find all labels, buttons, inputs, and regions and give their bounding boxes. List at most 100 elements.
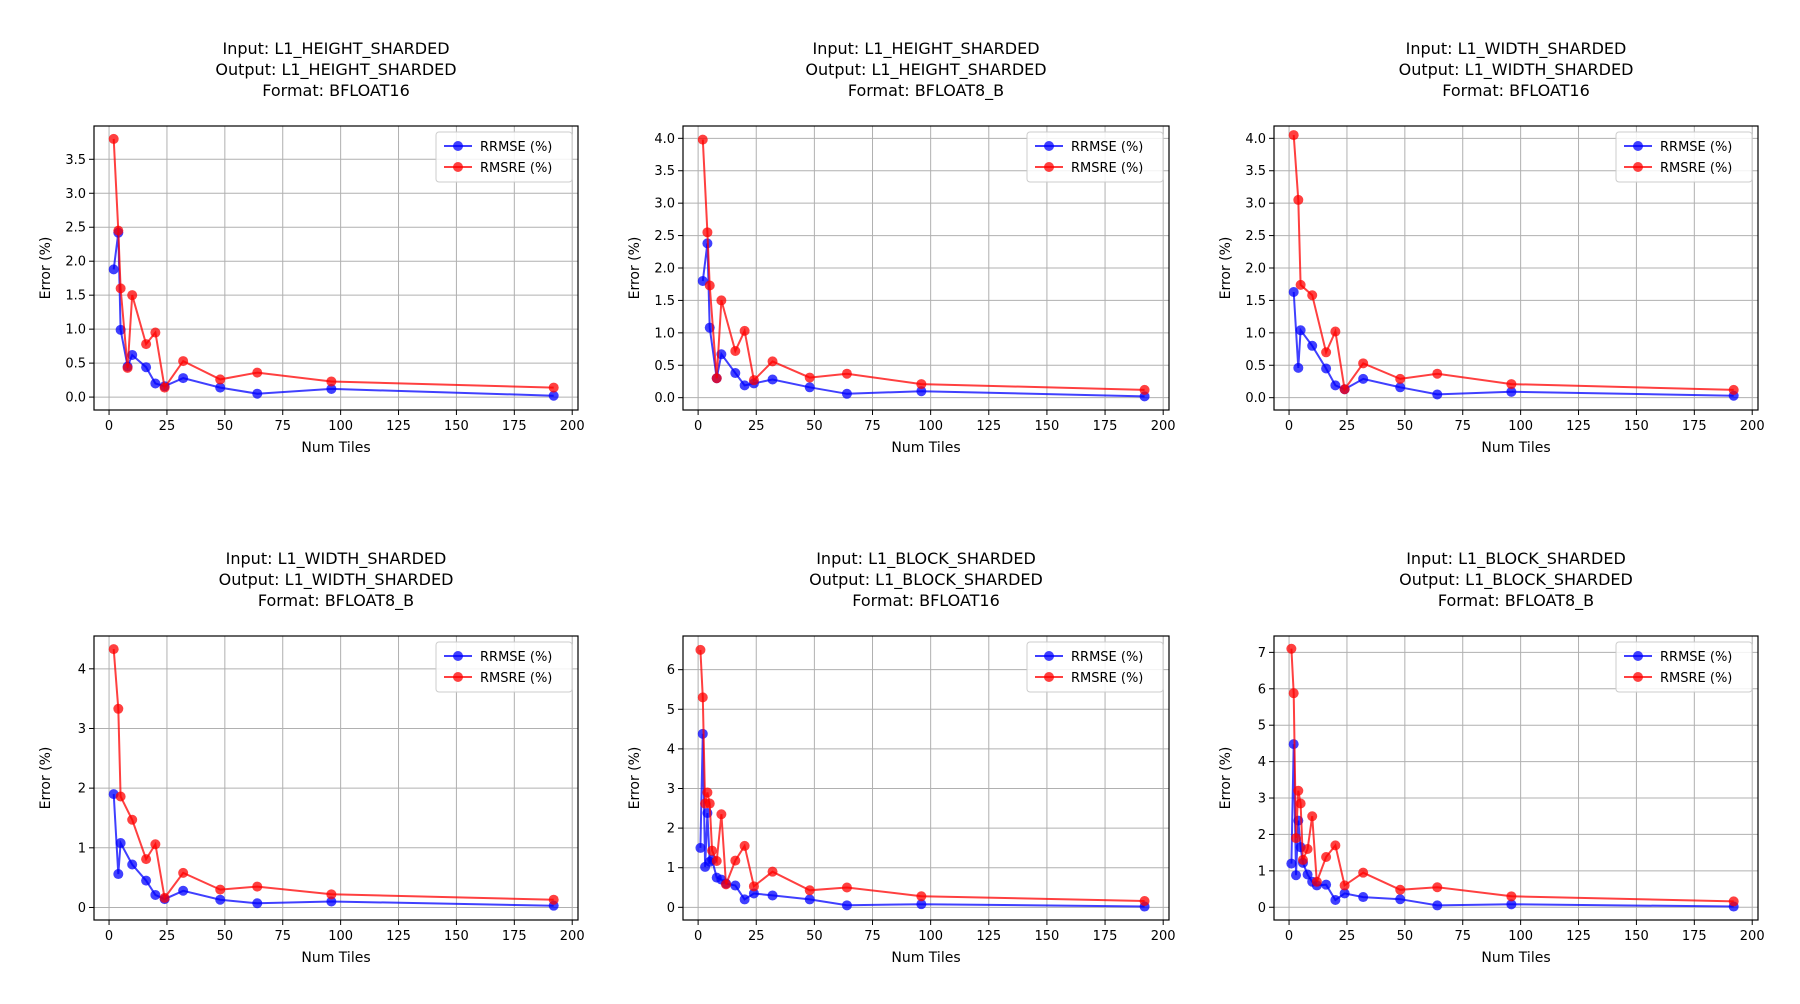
- y-tick-label: 2.0: [1245, 262, 1266, 277]
- data-point-rmsre: [841, 882, 852, 893]
- data-point-rrmse: [141, 875, 152, 886]
- legend-marker: [453, 141, 463, 151]
- y-tick-label: 0.5: [654, 359, 675, 374]
- data-point-rmsre: [141, 339, 152, 350]
- data-point-rmsre: [697, 692, 708, 703]
- data-point-rrmse: [804, 382, 815, 393]
- x-tick-label: 150: [1624, 419, 1649, 434]
- chart-title-line: Format: BFLOAT16: [262, 81, 410, 100]
- data-point-rmsre: [748, 881, 759, 892]
- x-axis-label: Num Tiles: [301, 440, 370, 456]
- y-tick-label: 3.5: [1245, 164, 1266, 179]
- legend-marker: [453, 651, 463, 661]
- legend: RRMSE (%) RMSRE (%): [1615, 641, 1753, 693]
- y-tick-label: 2: [667, 822, 675, 837]
- data-point-rmsre: [1358, 867, 1369, 878]
- chart-title-line: Format: BFLOAT8_B: [1438, 591, 1594, 611]
- x-axis-label: Num Tiles: [891, 440, 960, 456]
- y-tick-label: 3.0: [65, 187, 86, 202]
- data-point-rmsre: [159, 382, 170, 393]
- data-point-rrmse: [1286, 858, 1297, 869]
- x-tick-label: 0: [105, 419, 113, 434]
- x-tick-label: 25: [159, 419, 176, 434]
- data-point-rrmse: [804, 894, 815, 905]
- x-tick-label: 125: [976, 929, 1001, 944]
- data-point-rrmse: [916, 899, 927, 910]
- data-point-rmsre: [721, 879, 732, 890]
- data-point-rrmse: [150, 889, 161, 900]
- y-tick-label: 1.0: [1245, 326, 1266, 341]
- data-point-rrmse: [108, 264, 119, 275]
- chart-title-line: Format: BFLOAT16: [1442, 81, 1590, 100]
- data-point-rrmse: [1307, 340, 1318, 351]
- data-point-rmsre: [1395, 884, 1406, 895]
- data-point-rmsre: [697, 134, 708, 145]
- x-tick-label: 200: [560, 929, 585, 944]
- x-tick-label: 50: [217, 929, 234, 944]
- data-point-rrmse: [1432, 900, 1443, 911]
- data-point-rmsre: [1139, 384, 1150, 395]
- data-point-rmsre: [150, 839, 161, 850]
- data-point-rmsre: [716, 809, 727, 820]
- y-axis-label: Error (%): [38, 747, 54, 810]
- x-tick-label: 50: [1397, 419, 1414, 434]
- x-axis-label: Num Tiles: [1481, 950, 1550, 966]
- data-point-rrmse: [1321, 879, 1332, 890]
- data-point-rmsre: [704, 280, 715, 291]
- data-point-rmsre: [159, 892, 170, 903]
- x-tick-label: 75: [274, 929, 291, 944]
- y-tick-label: 0.0: [654, 391, 675, 406]
- data-point-rmsre: [127, 814, 138, 825]
- y-tick-label: 1: [1258, 864, 1266, 879]
- x-tick-label: 100: [1508, 419, 1533, 434]
- data-point-rrmse: [1395, 894, 1406, 905]
- legend-label: RMSRE (%): [1071, 161, 1143, 176]
- data-point-rmsre: [1339, 880, 1350, 891]
- y-tick-label: 3.0: [1245, 197, 1266, 212]
- y-tick-label: 1.5: [1245, 294, 1266, 309]
- x-tick-label: 50: [1397, 929, 1414, 944]
- series-line-rrmse: [112, 232, 554, 397]
- plot-frame: [682, 125, 1170, 411]
- data-point-rmsre: [695, 644, 706, 655]
- x-tick-label: 150: [444, 929, 469, 944]
- y-tick-label: 4.0: [1245, 132, 1266, 147]
- x-tick-label: 0: [105, 929, 113, 944]
- legend-label: RRMSE (%): [1071, 650, 1143, 665]
- data-point-rrmse: [1291, 870, 1301, 881]
- legend-label: RRMSE (%): [480, 650, 552, 665]
- data-point-rrmse: [326, 383, 337, 394]
- y-axis-label: Error (%): [38, 237, 54, 300]
- x-tick-label: 200: [1151, 419, 1176, 434]
- x-tick-label: 100: [328, 419, 353, 434]
- data-point-rrmse: [113, 869, 124, 880]
- y-axis-label: Error (%): [627, 747, 643, 810]
- data-point-rmsre: [178, 356, 189, 367]
- y-tick-label: 6: [1258, 682, 1266, 697]
- data-point-rmsre: [108, 133, 119, 144]
- y-tick-label: 2: [78, 782, 86, 797]
- data-point-rrmse: [1358, 373, 1369, 384]
- data-point-rrmse: [1321, 363, 1332, 374]
- data-point-rmsre: [1302, 844, 1313, 854]
- x-tick-label: 100: [918, 929, 943, 944]
- legend-marker: [1633, 672, 1643, 682]
- data-point-rrmse: [252, 898, 263, 909]
- data-point-rmsre: [1506, 891, 1517, 902]
- chart-title-line: Output: L1_BLOCK_SHARDED: [1399, 570, 1633, 590]
- data-point-rmsre: [1293, 785, 1304, 796]
- data-point-rmsre: [730, 855, 741, 866]
- data-point-rmsre: [767, 866, 778, 877]
- data-point-rmsre: [1330, 840, 1341, 851]
- data-point-rmsre: [711, 373, 722, 384]
- y-tick-label: 2: [1258, 828, 1266, 843]
- data-point-rrmse: [841, 900, 852, 911]
- series-line-rrmse: [1290, 744, 1734, 908]
- legend-box: [435, 131, 573, 183]
- legend-label: RMSRE (%): [480, 161, 552, 176]
- data-point-rrmse: [150, 378, 161, 389]
- x-tick-label: 25: [159, 929, 176, 944]
